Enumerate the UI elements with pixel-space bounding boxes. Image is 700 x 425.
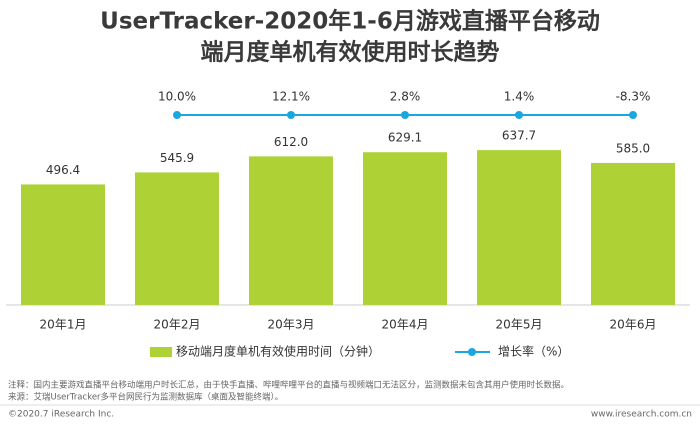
data-label: 496.4 bbox=[46, 163, 80, 177]
data-label: 612.0 bbox=[274, 135, 308, 149]
note: 注释：国内主要游戏直播平台移动端用户时长汇总，由于快手直播、哔哩哔哩平台的直播与… bbox=[8, 380, 569, 391]
data-label: 545.9 bbox=[160, 151, 194, 165]
growth-point bbox=[173, 111, 181, 119]
x-tick-label: 20年6月 bbox=[610, 318, 657, 332]
chart-title: UserTracker-2020年1-6月游戏直播平台移动 bbox=[100, 8, 600, 35]
legend-label: 移动端月度单机有效使用时间（分钟） bbox=[176, 344, 380, 359]
x-tick-label: 20年2月 bbox=[154, 318, 201, 332]
legend-swatch bbox=[468, 348, 476, 356]
bar bbox=[477, 150, 561, 305]
x-tick-label: 20年4月 bbox=[382, 318, 429, 332]
bar bbox=[21, 184, 105, 305]
data-label: 2.8% bbox=[390, 90, 421, 104]
source: 来源：艾瑞UserTracker多平台网民行为监测数据库（桌面及智能终端）。 bbox=[8, 392, 283, 403]
data-label: 1.4% bbox=[504, 90, 535, 104]
x-tick-label: 20年3月 bbox=[268, 318, 315, 332]
bar bbox=[135, 172, 219, 305]
data-label: 12.1% bbox=[272, 90, 310, 104]
data-label: 629.1 bbox=[388, 131, 422, 145]
growth-point bbox=[287, 111, 295, 119]
website: www.iresearch.com.cn bbox=[591, 410, 692, 420]
x-tick-label: 20年1月 bbox=[40, 318, 87, 332]
bar bbox=[249, 156, 333, 305]
data-label: 637.7 bbox=[502, 129, 536, 143]
bar bbox=[591, 162, 675, 305]
data-label: 585.0 bbox=[616, 141, 650, 155]
copyright: ©2020.7 iResearch Inc. bbox=[8, 410, 114, 420]
data-label: 10.0% bbox=[158, 90, 196, 104]
growth-point bbox=[401, 111, 409, 119]
data-label: -8.3% bbox=[616, 90, 651, 104]
legend-swatch bbox=[150, 347, 172, 357]
chart-title: 端月度单机有效使用时长趋势 bbox=[201, 39, 500, 66]
x-tick-label: 20年5月 bbox=[496, 318, 543, 332]
growth-point bbox=[515, 111, 523, 119]
bar bbox=[363, 152, 447, 305]
growth-point bbox=[629, 111, 637, 119]
legend-label: 增长率（%） bbox=[498, 344, 569, 359]
